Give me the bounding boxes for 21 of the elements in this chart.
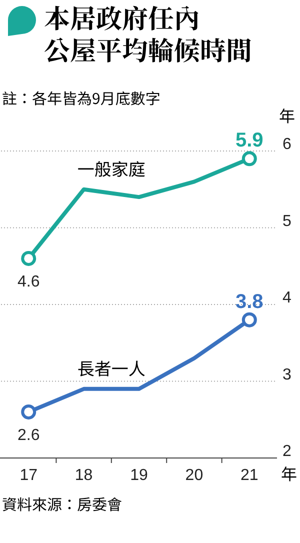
x-tick-label: 18 [74,467,93,484]
x-tick-label: 20 [185,467,204,484]
data-label: 4.6 [17,273,40,290]
chart-subtitle: 註：各年皆為9月底數字 [2,88,160,109]
y-tick-label: 6 [282,136,292,153]
y-tick-label: 4 [282,290,292,306]
data-label: 2.6 [17,426,40,444]
series-label: 一般家庭 [77,155,146,180]
x-axis-title: 年 [280,461,298,485]
source-note: 資料來源：房委會 [2,494,122,515]
data-label: 5.9 [235,130,264,152]
x-tick-label: 17 [20,467,38,484]
y-tick-label: 3 [282,366,292,384]
series-label: 長者一人 [77,354,146,380]
y-axis-title: 年 [278,103,296,127]
x-tick-label: 19 [130,467,148,484]
chart-title: 本居政府任內公屋平均輪候時間 [44,0,252,68]
y-tick-label: 5 [282,212,292,230]
y-tick-label: 2 [282,443,292,460]
x-tick-label: 21 [240,467,258,484]
data-label: 3.8 [235,290,264,313]
